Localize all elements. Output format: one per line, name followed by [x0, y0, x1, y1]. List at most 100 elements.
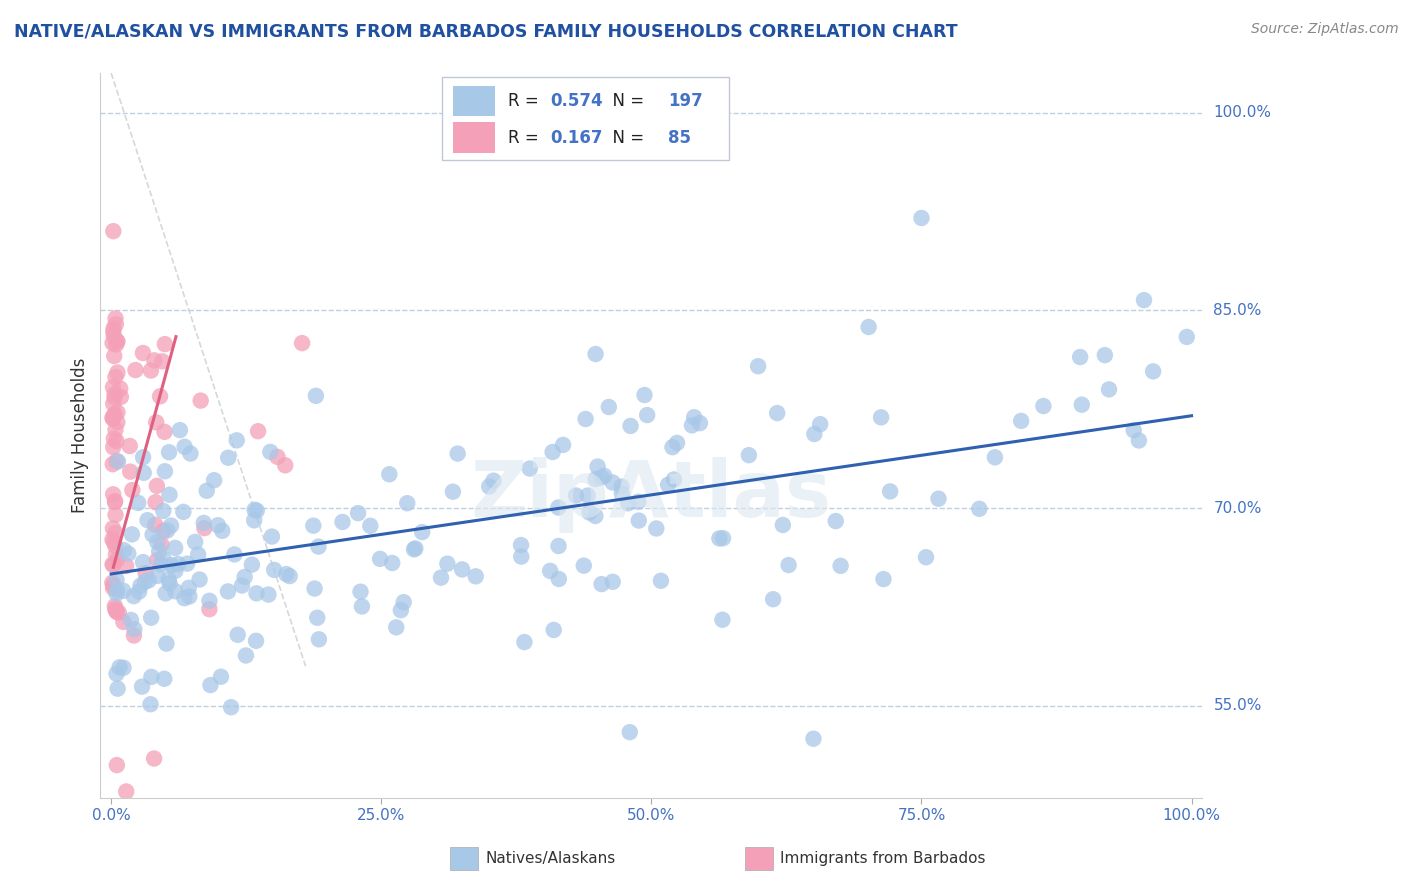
Point: [576, 489, 599, 503]
Point: [107, 405, 129, 419]
Point: [149, 389, 172, 403]
Point: [583, 508, 606, 523]
Point: [145, 495, 167, 509]
Point: [129, 579, 152, 593]
Point: [145, 415, 167, 429]
Point: [152, 504, 174, 518]
Point: [146, 479, 169, 493]
Point: [586, 459, 609, 474]
Point: [103, 391, 125, 405]
Point: [103, 224, 125, 238]
Point: [482, 474, 505, 488]
Point: [510, 549, 533, 564]
Point: [117, 547, 139, 561]
Point: [165, 564, 187, 578]
Point: [105, 583, 128, 598]
Text: 85: 85: [668, 129, 690, 147]
Point: [217, 584, 239, 599]
Point: [169, 423, 191, 437]
Point: [305, 389, 328, 403]
Point: [104, 423, 127, 437]
Point: [766, 406, 789, 420]
Point: [105, 573, 128, 587]
Point: [585, 472, 607, 486]
Point: [120, 613, 142, 627]
Point: [879, 484, 901, 499]
Point: [104, 539, 127, 553]
Point: [1142, 364, 1164, 378]
Point: [101, 581, 124, 595]
Point: [636, 408, 658, 422]
Point: [105, 415, 128, 429]
Point: [104, 387, 127, 401]
Point: [510, 538, 533, 552]
Point: [101, 410, 124, 425]
Point: [115, 784, 138, 798]
Point: [146, 535, 169, 549]
Point: [666, 436, 689, 450]
Point: [617, 496, 640, 510]
Point: [1094, 348, 1116, 362]
Point: [105, 586, 128, 600]
Point: [148, 544, 170, 558]
Text: 0.574: 0.574: [550, 92, 603, 110]
Point: [711, 531, 734, 545]
Point: [132, 346, 155, 360]
Point: [378, 467, 401, 482]
Point: [291, 336, 314, 351]
Point: [389, 603, 412, 617]
Y-axis label: Family Households: Family Households: [72, 358, 89, 513]
Point: [830, 558, 852, 573]
Point: [661, 440, 683, 454]
Point: [541, 445, 564, 459]
Point: [105, 454, 128, 468]
Point: [104, 526, 127, 541]
Point: [243, 513, 266, 527]
Point: [101, 412, 124, 426]
Point: [103, 349, 125, 363]
Point: [307, 540, 329, 554]
Point: [122, 628, 145, 642]
Point: [108, 660, 131, 674]
Point: [772, 518, 794, 533]
Point: [124, 622, 146, 636]
Point: [915, 550, 938, 565]
Point: [683, 410, 706, 425]
Point: [1133, 293, 1156, 307]
Point: [153, 337, 176, 351]
Point: [107, 366, 129, 380]
Point: [591, 470, 613, 484]
Point: [803, 731, 825, 746]
Point: [984, 450, 1007, 465]
Point: [115, 558, 138, 573]
Point: [591, 577, 613, 591]
Point: [101, 521, 124, 535]
Text: Source: ZipAtlas.com: Source: ZipAtlas.com: [1251, 22, 1399, 37]
Point: [245, 586, 267, 600]
Point: [359, 518, 381, 533]
Point: [1122, 423, 1144, 437]
Point: [136, 513, 159, 527]
Point: [176, 557, 198, 571]
Point: [274, 458, 297, 473]
Point: [578, 506, 600, 520]
Point: [519, 461, 541, 475]
Point: [538, 564, 561, 578]
Point: [263, 563, 285, 577]
Point: [104, 318, 127, 332]
Text: 100.0%: 100.0%: [1213, 105, 1271, 120]
Point: [193, 516, 215, 530]
Point: [585, 347, 607, 361]
Text: R =: R =: [508, 92, 544, 110]
Point: [159, 488, 181, 502]
Point: [574, 412, 596, 426]
Point: [198, 594, 221, 608]
Point: [160, 518, 183, 533]
Point: [101, 558, 124, 572]
Point: [547, 500, 569, 515]
Point: [104, 407, 127, 421]
Point: [1032, 399, 1054, 413]
Point: [872, 572, 894, 586]
Point: [211, 524, 233, 538]
Point: [104, 495, 127, 509]
